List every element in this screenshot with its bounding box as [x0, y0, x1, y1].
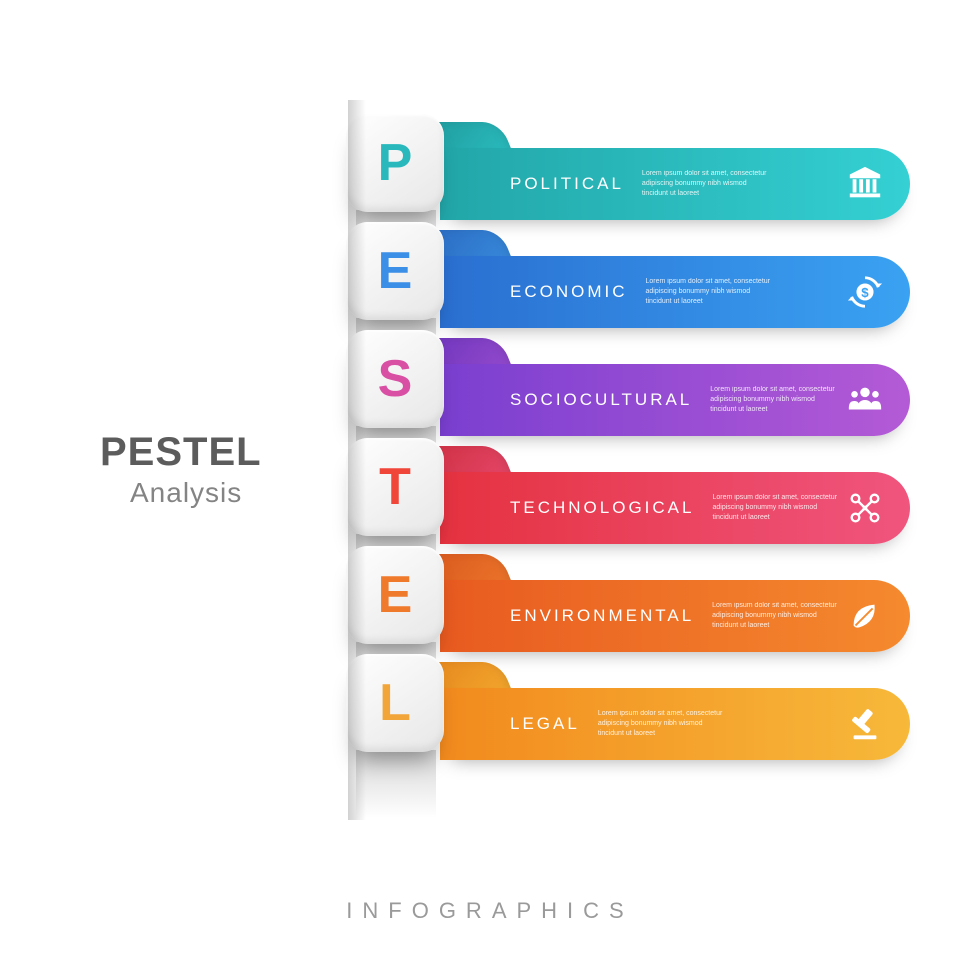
bank-icon	[846, 165, 884, 203]
stack-edge-shadow	[348, 100, 366, 820]
tile-letter: P	[378, 133, 413, 193]
category-description: Lorem ipsum dolor sit amet, consectetur …	[712, 493, 842, 522]
dollar-cycle-icon	[846, 273, 884, 311]
category-label: LEGAL	[510, 714, 580, 734]
leaf-icon	[846, 597, 884, 635]
tile-letter: L	[379, 673, 411, 733]
category-description: Lorem ipsum dolor sit amet, consectetur …	[642, 169, 772, 198]
category-bar: ENVIRONMENTAL Lorem ipsum dolor sit amet…	[440, 580, 910, 652]
category-bar: LEGAL Lorem ipsum dolor sit amet, consec…	[440, 688, 910, 760]
category-bar: TECHNOLOGICAL Lorem ipsum dolor sit amet…	[440, 472, 910, 544]
category-description: Lorem ipsum dolor sit amet, consectetur …	[598, 709, 728, 738]
category-description: Lorem ipsum dolor sit amet, consectetur …	[712, 601, 842, 630]
people-icon	[846, 381, 884, 419]
title-main: PESTEL	[100, 430, 262, 475]
category-label: TECHNOLOGICAL	[510, 498, 694, 518]
circuit-icon	[846, 489, 884, 527]
tile-letter: T	[379, 457, 411, 517]
title-sub: Analysis	[130, 477, 262, 509]
infographic-canvas: PESTEL Analysis POLITICAL Lorem ipsum do…	[0, 0, 980, 980]
gavel-icon	[846, 705, 884, 743]
category-bar: SOCIOCULTURAL Lorem ipsum dolor sit amet…	[440, 364, 910, 436]
tile-letter: S	[378, 349, 413, 409]
tile-letter: E	[378, 241, 413, 301]
footer-label: INFOGRAPHICS	[0, 898, 980, 924]
category-label: POLITICAL	[510, 174, 624, 194]
category-description: Lorem ipsum dolor sit amet, consectetur …	[710, 385, 840, 414]
tile-letter: E	[378, 565, 413, 625]
category-label: ENVIRONMENTAL	[510, 606, 694, 626]
category-bar: ECONOMIC Lorem ipsum dolor sit amet, con…	[440, 256, 910, 328]
tile-tail-shadow	[356, 750, 436, 830]
title-block: PESTEL Analysis	[100, 430, 262, 509]
category-label: ECONOMIC	[510, 282, 628, 302]
category-bar: POLITICAL Lorem ipsum dolor sit amet, co…	[440, 148, 910, 220]
category-description: Lorem ipsum dolor sit amet, consectetur …	[646, 277, 776, 306]
category-label: SOCIOCULTURAL	[510, 390, 692, 410]
